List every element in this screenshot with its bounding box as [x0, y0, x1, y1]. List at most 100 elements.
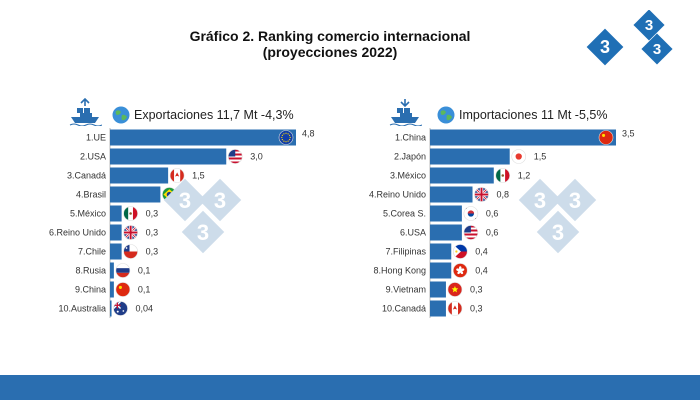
flag-ph-icon: [452, 244, 468, 259]
exports-chart: 1.UE 4,8 2.USA 3,0 3.Canadá 1,5 4.Brasil 1,3 5.M…: [30, 128, 350, 323]
logo-diamond-3: 3: [641, 33, 673, 65]
chart-title-line2: (proyecciones 2022): [262, 44, 398, 60]
bar: [110, 186, 161, 203]
bar: [110, 224, 122, 241]
category-label: 2.Japón: [394, 152, 426, 162]
category-label: 6.USA: [400, 228, 426, 238]
flag-jp-icon: [511, 149, 527, 164]
flag-hk-icon: [452, 263, 468, 278]
flag-gb-icon: [123, 225, 138, 240]
category-label: 1.UE: [86, 133, 106, 143]
bar: [430, 224, 462, 241]
globe-icon: [437, 106, 455, 124]
category-label: 3.Canadá: [67, 171, 106, 181]
imports-panel: Importaciones 11 Mt -5,5% 1.China 3,5 2.Ja…: [350, 98, 670, 323]
flag-cl-icon: [123, 244, 138, 259]
category-label: 7.Chile: [78, 247, 106, 257]
bar: [430, 186, 473, 203]
category-label: 8.Hong Kong: [373, 266, 426, 276]
bar: [430, 167, 494, 184]
bar: [110, 281, 114, 298]
category-label: 2.USA: [80, 152, 106, 162]
value-label: 0,6: [486, 228, 499, 238]
flag-vn-icon: [447, 282, 463, 297]
imports-chart: 1.China 3,5 2.Japón 1,5 3.México 1,2 4.Reino U…: [350, 128, 670, 323]
bar: [430, 262, 452, 279]
category-label: 5.México: [70, 209, 106, 219]
flag-gb-icon: [474, 187, 489, 202]
flag-us-icon: [463, 225, 479, 240]
bar: [110, 205, 122, 222]
value-label: 0,3: [146, 228, 159, 238]
flag-au-icon: [113, 301, 128, 316]
value-label: 0,1: [138, 266, 151, 276]
value-label: 0,3: [146, 247, 159, 257]
cargo-ship-export-icon: [69, 98, 102, 126]
bar: [110, 167, 169, 184]
category-label: 10.Australia: [58, 304, 106, 314]
category-label: 7.Filipinas: [385, 247, 426, 257]
bar: [430, 243, 452, 260]
category-label: 9.China: [75, 285, 106, 295]
value-label: 3,0: [250, 152, 263, 162]
value-label: 0,8: [497, 190, 510, 200]
flag-mx-icon: [495, 168, 511, 183]
value-label: 1,3: [184, 190, 197, 200]
value-label: 0,3: [146, 209, 159, 219]
value-label: 4,8: [302, 129, 315, 139]
bar: [430, 300, 446, 317]
bar: [110, 243, 122, 260]
bar: [110, 129, 296, 146]
imports-header-text: Importaciones 11 Mt -5,5%: [459, 108, 608, 122]
category-label: 4.Brasil: [76, 190, 106, 200]
imports-chart-svg: 1.China 3,5 2.Japón 1,5 3.México 1,2 4.Reino U…: [369, 128, 635, 318]
svg-text:3: 3: [653, 41, 661, 58]
svg-text:3: 3: [645, 17, 653, 34]
category-label: 1.China: [395, 133, 426, 143]
flag-eu-icon: [278, 130, 294, 145]
category-label: 10.Canadá: [382, 304, 426, 314]
cargo-ship-import-icon: [389, 99, 422, 126]
flag-ca-icon: [447, 301, 463, 316]
imports-header: Importaciones 11 Mt -5,5%: [437, 104, 607, 126]
value-label: 1,5: [192, 171, 205, 181]
value-label: 3,5: [622, 129, 635, 139]
flag-ca-icon: [169, 168, 185, 183]
bar: [430, 148, 510, 165]
bar: [110, 148, 227, 165]
bar: [110, 300, 112, 317]
bar: [430, 281, 446, 298]
value-label: 0,3: [470, 285, 483, 295]
flag-cn-icon: [598, 130, 614, 145]
flag-us-icon: [227, 149, 243, 164]
value-label: 0,1: [138, 285, 151, 295]
bar: [430, 205, 462, 222]
flag-cn-icon: [115, 282, 131, 297]
bar: [110, 262, 114, 279]
footer-bar: [0, 375, 700, 400]
category-label: 8.Rusia: [75, 266, 106, 276]
exports-panel: Exportaciones 11,7 Mt -4,3% 1.UE 4,8 2.USA…: [30, 98, 350, 323]
chart-title-line1: Gráfico 2. Ranking comercio internaciona…: [189, 28, 471, 44]
exports-header-text: Exportaciones 11,7 Mt -4,3%: [134, 108, 294, 122]
flag-mx-icon: [123, 206, 138, 221]
exports-header: Exportaciones 11,7 Mt -4,3%: [112, 104, 294, 126]
chart-title: Gráfico 2. Ranking comercio internaciona…: [130, 28, 530, 60]
value-label: 0,4: [475, 247, 488, 257]
logo-diamond-2: 3: [586, 28, 624, 66]
value-label: 0,04: [136, 304, 154, 314]
value-label: 1,5: [534, 152, 547, 162]
333-logo: 3 3 3: [586, 10, 673, 66]
category-label: 3.México: [390, 171, 426, 181]
flag-br-icon: [162, 187, 177, 202]
category-label: 5.Corea S.: [383, 209, 426, 219]
value-label: 0,3: [470, 304, 483, 314]
svg-text:3: 3: [600, 37, 610, 57]
exports-chart-svg: 1.UE 4,8 2.USA 3,0 3.Canadá 1,5 4.Brasil 1,3 5.M…: [49, 128, 315, 318]
value-label: 0,6: [486, 209, 499, 219]
flag-kr-icon: [463, 206, 479, 221]
category-label: 9.Vietnam: [386, 285, 426, 295]
globe-icon: [112, 106, 130, 124]
logo-diamond-1: 3: [633, 10, 665, 41]
category-label: 4.Reino Unido: [369, 190, 426, 200]
